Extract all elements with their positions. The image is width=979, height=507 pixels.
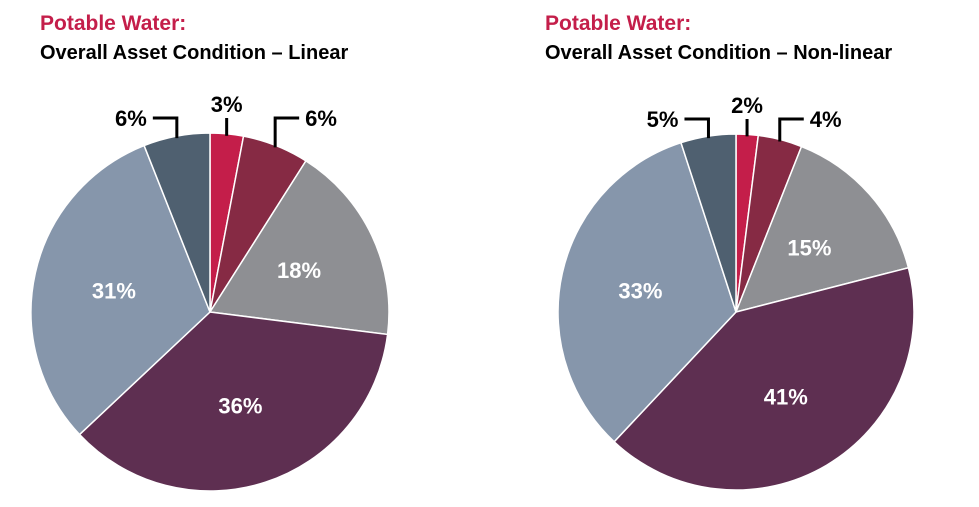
leader-line [684,117,710,139]
pie-slice [208,159,390,336]
chart-title: Potable Water: [545,12,692,35]
chart-subtitle: Overall Asset Condition – Non-linear [545,42,893,64]
slice-label: 31% [92,279,136,304]
slice-label: 6% [305,106,337,131]
slice-label: 36% [218,394,262,419]
pie-slice [734,145,910,314]
chart-subtitle: Overall Asset Condition – Linear [40,42,349,64]
slice-label: 4% [810,107,842,132]
slice-label: 6% [115,106,147,131]
leader-line [778,117,804,142]
chart-title: Potable Water: [40,12,187,35]
pie-slice [557,141,737,443]
slice-label: 5% [647,107,679,132]
leader-line [273,116,300,148]
slice-label: 18% [277,258,321,283]
slice-label: 33% [618,279,662,304]
slice-label: 2% [731,93,763,118]
leader-line [152,116,179,139]
pie-slice [78,311,389,492]
slice-label: 15% [787,235,831,260]
pie-slice [30,144,211,436]
slice-label: 3% [211,92,243,117]
pie-slice [613,266,915,491]
slice-label: 41% [764,384,808,409]
